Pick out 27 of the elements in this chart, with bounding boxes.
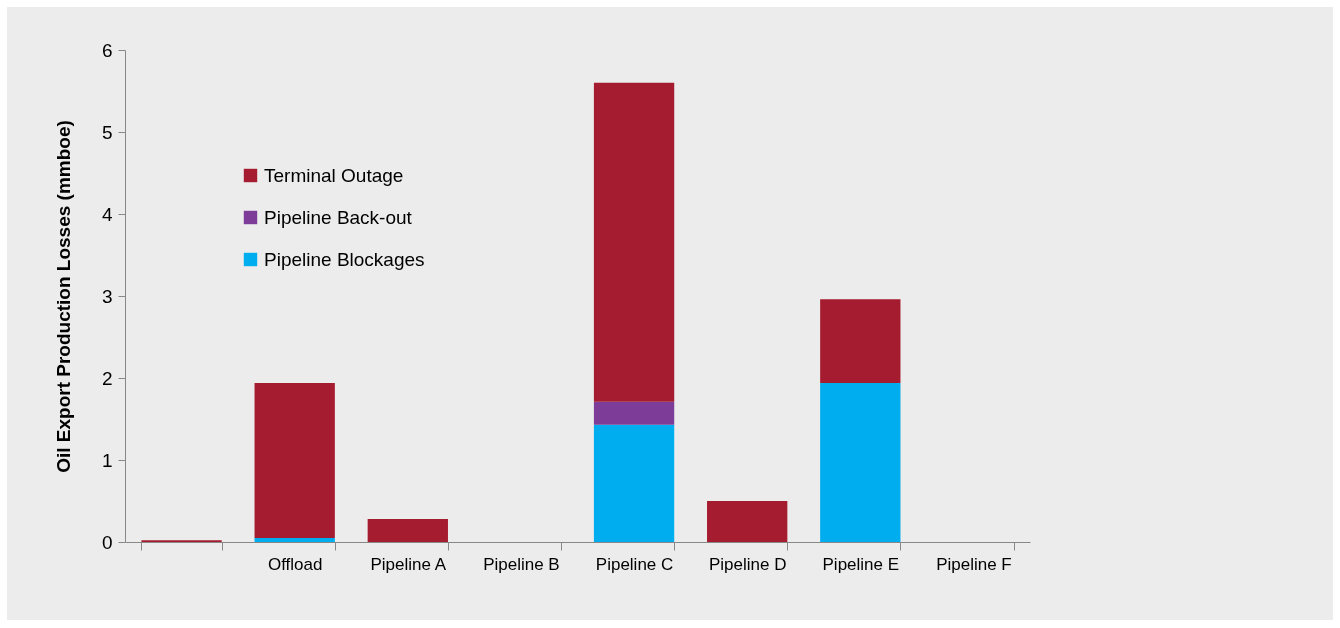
x-tick-label: Pipeline D [708, 554, 787, 574]
bar [820, 299, 901, 383]
y-tick-label: 3 [101, 285, 113, 307]
x-tick-label: Offload [267, 554, 323, 574]
x-tick-label: Pipeline F [936, 554, 1012, 574]
bar [593, 401, 675, 425]
bar [367, 519, 448, 542]
y-tick-label: 4 [101, 203, 113, 225]
bar [593, 424, 675, 542]
x-tick-label: Pipeline C [595, 554, 674, 574]
y-axis-title: Oil Export Production Losses (mmboe) [52, 120, 74, 473]
bar [254, 382, 335, 538]
legend-label: Pipeline Blockages [264, 248, 425, 270]
y-tick-label: 6 [101, 39, 113, 61]
bar [707, 501, 788, 542]
bar [254, 537, 335, 542]
y-tick-label: 2 [101, 367, 113, 389]
y-tick-label: 0 [101, 531, 113, 553]
y-tick-label: 1 [101, 449, 113, 471]
x-tick-label: Pipeline A [370, 554, 447, 574]
y-tick-label: 5 [101, 121, 113, 143]
legend-label: Pipeline Back-out [264, 206, 413, 228]
bar [820, 382, 901, 542]
bar [593, 82, 675, 402]
x-tick-label: Pipeline E [822, 554, 900, 574]
legend-label: Terminal Outage [264, 164, 404, 186]
x-tick-label: Pipeline B [483, 554, 560, 574]
